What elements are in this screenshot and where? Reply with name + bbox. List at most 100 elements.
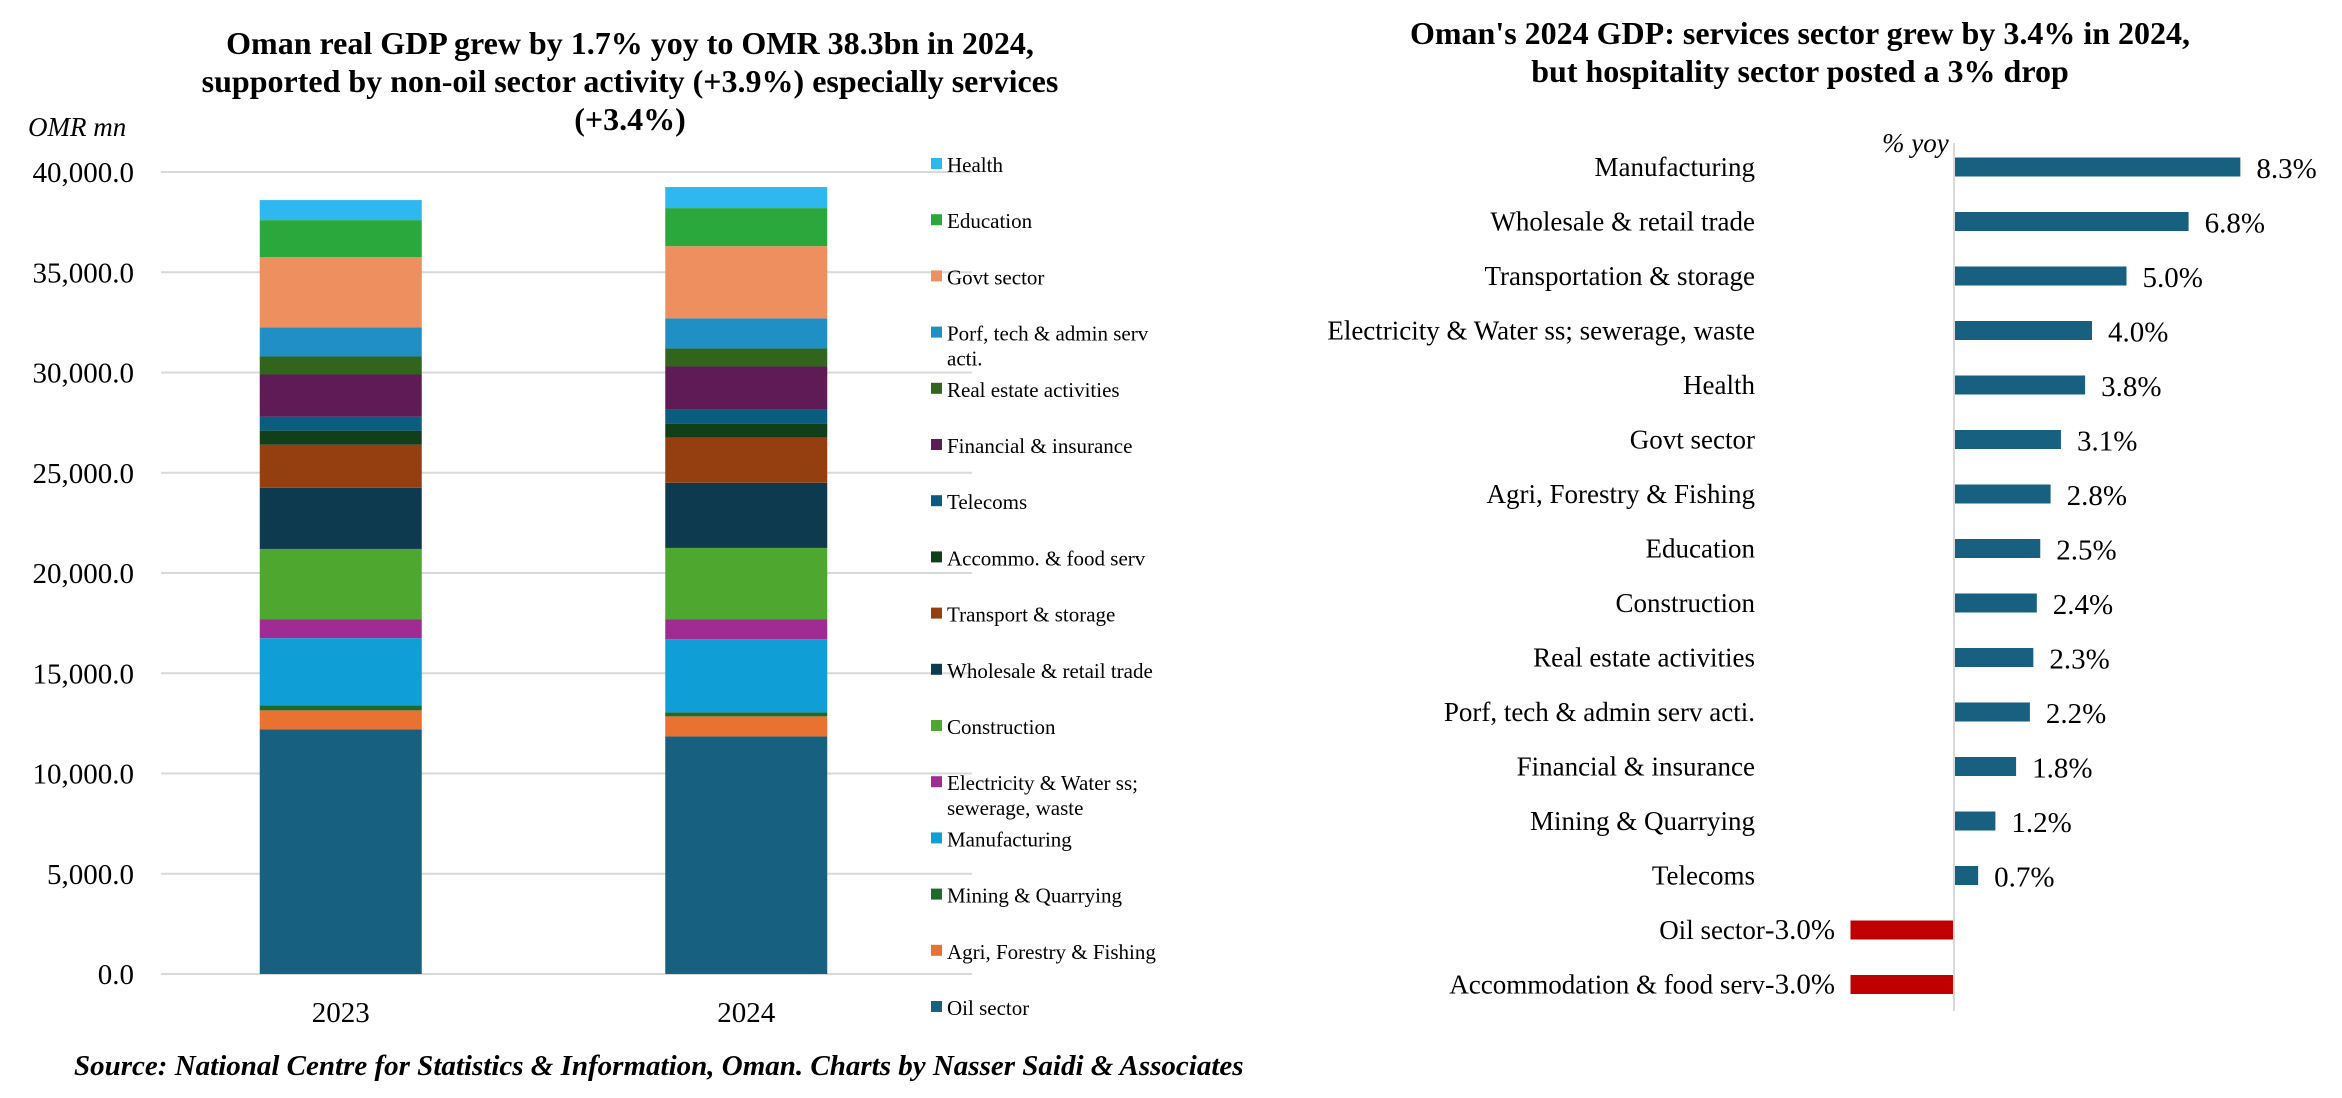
legend-label: Construction — [947, 715, 1056, 739]
legend-swatch — [931, 214, 942, 226]
bar-segment — [665, 547, 828, 620]
legend-swatch — [931, 1001, 942, 1012]
legend-label: Electricity & Water ss; — [947, 771, 1138, 795]
bar-segment — [259, 430, 422, 445]
legend-swatch — [931, 607, 942, 619]
legend-label: Oil sector — [947, 996, 1029, 1020]
legend-label: Real estate activities — [947, 378, 1120, 402]
bar-segment — [665, 409, 828, 424]
y-tick-label: 20,000.0 — [33, 558, 135, 590]
hbar — [1850, 920, 1954, 940]
legend-item: Wholesale & retail trade — [931, 659, 1153, 683]
bar-segment — [259, 729, 422, 974]
category-label: Oil sector-3.0% — [1659, 914, 1835, 946]
left-legend: Health Education Govt sector Porf, tech & a… — [931, 153, 1156, 1020]
bar-segment — [259, 257, 422, 328]
value-label: 1.8% — [2032, 753, 2092, 785]
bar-segment — [259, 710, 422, 730]
legend-swatch — [931, 382, 942, 394]
hbar-row: Agri, Forestry & Fishing 2.8% — [1486, 479, 2127, 512]
bar-segment — [259, 619, 422, 639]
legend-swatch — [931, 158, 942, 169]
legend-item: Financial & insurance — [931, 434, 1132, 458]
hbar-row: Financial & insurance 1.8% — [1517, 752, 2093, 785]
value-label: 2.2% — [2046, 698, 2106, 730]
category-label: Agri, Forestry & Fishing — [1486, 479, 1755, 509]
legend-label: Financial & insurance — [947, 434, 1132, 458]
legend-swatch — [931, 720, 942, 731]
category-label: Porf, tech & admin serv acti. — [1444, 697, 1755, 727]
value-label: 4.0% — [2108, 317, 2168, 349]
hbar — [1850, 975, 1954, 994]
legend-swatch — [931, 663, 942, 675]
legend-label: Accommo. & food serv — [947, 546, 1146, 570]
y-tick-label: 5,000.0 — [47, 859, 134, 891]
bar-segment — [665, 208, 828, 247]
legend-label: Porf, tech & admin serv — [947, 322, 1149, 346]
bar-segment — [259, 356, 422, 375]
value-label: 2.8% — [2067, 480, 2127, 512]
y-tick-label: 15,000.0 — [33, 658, 135, 690]
hbar-row: Mining & Quarrying 1.2% — [1530, 806, 2072, 839]
y-tick-label: 10,000.0 — [33, 759, 135, 791]
legend-label: Agri, Forestry & Fishing — [947, 940, 1156, 964]
category-text: Accommodation & food serv — [1449, 970, 1765, 1000]
hbar-row: Telecoms 0.7% — [1652, 861, 2055, 894]
x-tick-label: 2023 — [312, 997, 370, 1029]
bar-segment — [259, 220, 422, 258]
legend-item: Transport & storage — [931, 603, 1115, 627]
left-title-line-2: supported by non-oil sector activity (+3… — [201, 63, 1059, 99]
hbar — [1954, 321, 2092, 340]
value-label: 5.0% — [2143, 262, 2203, 294]
bar-segment — [259, 638, 422, 706]
hbar-row: Education 2.5% — [1646, 534, 2117, 567]
x-axis-unit-label: % yoy — [1882, 128, 1949, 158]
legend-item: Education — [931, 209, 1033, 233]
category-label: Education — [1646, 534, 1756, 564]
category-label: Telecoms — [1652, 861, 1755, 891]
legend-item: Real estate activities — [931, 378, 1120, 402]
bar-segment — [259, 487, 422, 549]
y-tick-label: 35,000.0 — [33, 257, 135, 289]
bar-segment — [259, 548, 422, 620]
bar-segment — [665, 716, 828, 737]
category-label: Electricity & Water ss; sewerage, waste — [1327, 316, 1755, 346]
left-y-tick-labels: 0.0 5,000.0 10,000.0 15,000.0 20,000.0 25,000… — [33, 157, 135, 991]
hbar — [1954, 593, 2037, 613]
value-label: 2.3% — [2049, 644, 2109, 676]
legend-label: Health — [947, 153, 1003, 177]
source-footnote: Source: National Centre for Statistics &… — [74, 1050, 1244, 1082]
category-label: Financial & insurance — [1517, 752, 1755, 782]
category-label: Transportation & storage — [1485, 261, 1755, 291]
legend-item: Manufacturing — [931, 827, 1072, 851]
category-label: Wholesale & retail trade — [1490, 207, 1755, 237]
category-label: Accommodation & food serv-3.0% — [1449, 969, 1835, 1001]
left-stacked-bars — [259, 187, 828, 974]
bar-segment — [259, 705, 422, 711]
bar-segment — [259, 416, 422, 431]
value-label: 0.7% — [1994, 862, 2054, 894]
category-text: Oil sector — [1659, 915, 1765, 945]
hbar — [1954, 757, 2017, 776]
hbar-row: Transportation & storage 5.0% — [1485, 261, 2203, 294]
category-label: Real estate activities — [1533, 643, 1755, 673]
right-chart-title: Oman's 2024 GDP: services sector grew by… — [1270, 14, 2330, 90]
category-label: Manufacturing — [1595, 152, 1755, 182]
hbar-row: Health 3.8% — [1683, 370, 2162, 403]
bar-segment — [665, 187, 828, 209]
legend-swatch — [931, 832, 942, 844]
value-label: -3.0% — [1765, 914, 1835, 946]
right-hbars: Manufacturing 8.3% Wholesale & retail trad… — [1327, 152, 2316, 1001]
hbar-row: Accommodation & food serv-3.0% — [1449, 969, 1954, 1001]
hbar — [1954, 157, 2241, 177]
hbar — [1954, 430, 2061, 449]
legend-swatch — [931, 944, 942, 956]
legend-label: acti. — [947, 347, 983, 371]
legend-item: Agri, Forestry & Fishing — [931, 940, 1156, 964]
hbar-row: Manufacturing 8.3% — [1595, 152, 2317, 185]
legend-swatch — [931, 888, 942, 900]
legend-item: Telecoms — [931, 490, 1027, 514]
bar-segment — [665, 482, 828, 548]
